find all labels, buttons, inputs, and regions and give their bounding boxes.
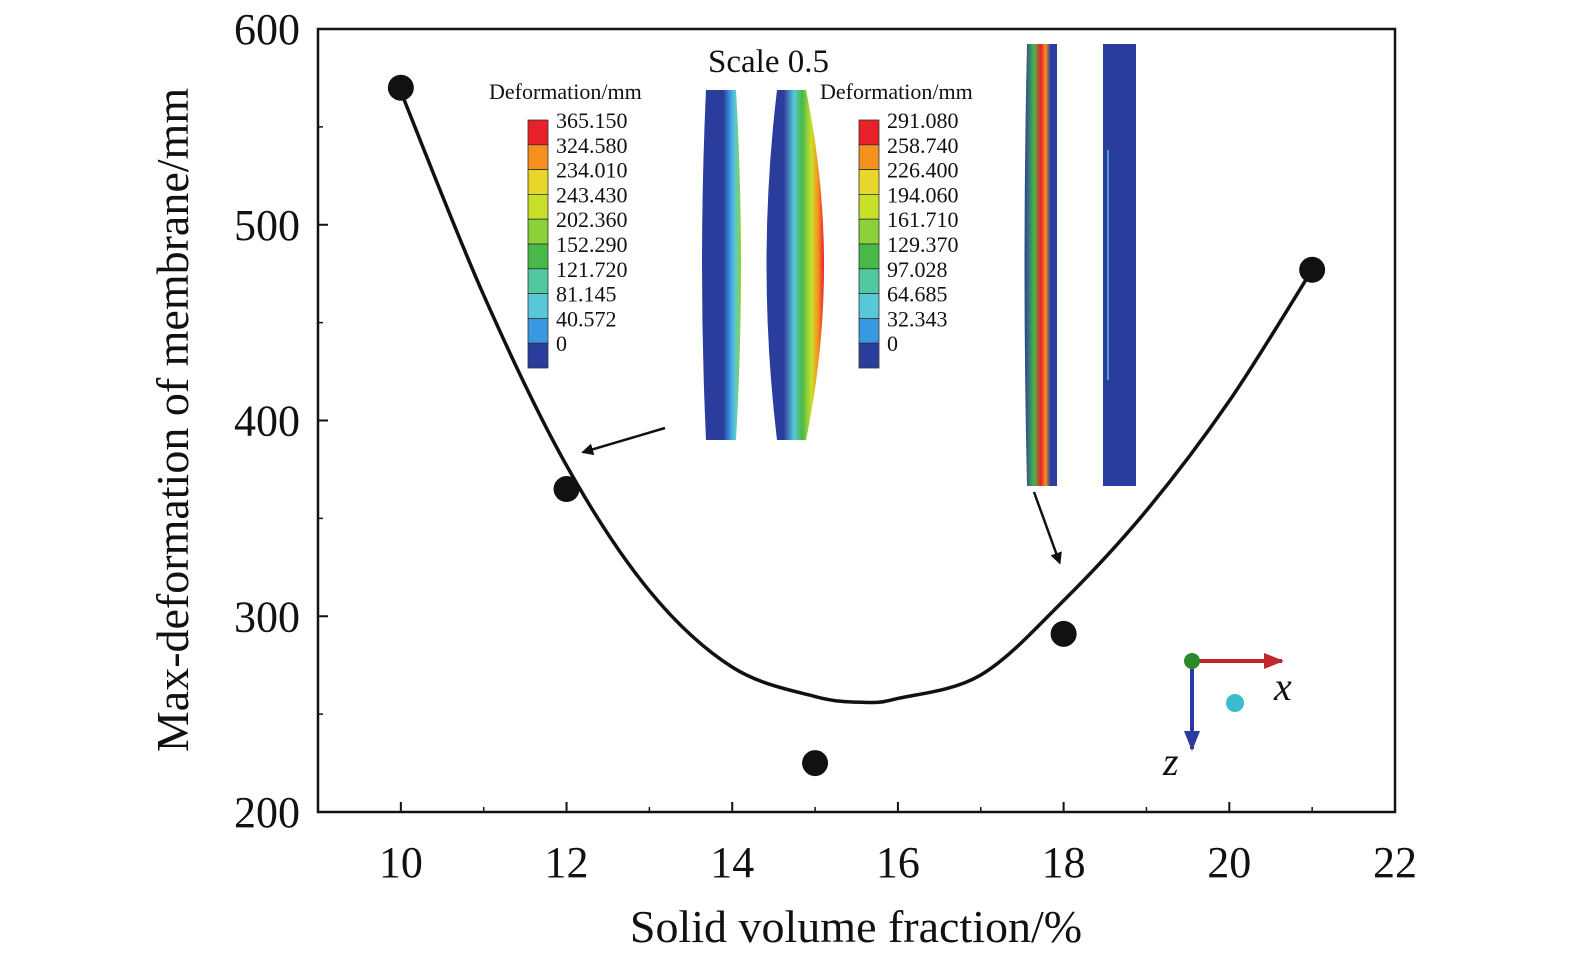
y-tick-label: 600 [234, 5, 300, 54]
membrane-1b [766, 90, 824, 440]
inset2-colorbar [858, 119, 880, 369]
membrane-1a [702, 90, 741, 440]
inset2-legend-title: Deformation/mm [820, 79, 973, 104]
x-axis-title: Solid volume fraction/% [630, 901, 1082, 952]
scale-label: Scale 0.5 [708, 44, 829, 80]
colorbar-swatch [527, 144, 549, 171]
fit-curve [399, 90, 1314, 705]
colorbar-swatch [858, 144, 880, 171]
data-point [553, 476, 580, 503]
colorbar-swatch [858, 119, 880, 146]
y-axis-title: Max-deformation of membrane/mm [147, 88, 198, 752]
colorbar-value: 121.720 [556, 257, 628, 282]
colorbar-swatch [527, 119, 549, 146]
y-tick-label: 300 [234, 592, 300, 641]
y-tick-label: 200 [234, 788, 300, 837]
inset2-colorbar-labels: 291.080258.740226.400194.060161.710129.3… [887, 108, 959, 356]
data-point [802, 750, 829, 777]
colorbar-value: 365.150 [556, 108, 628, 133]
colorbar-swatch [527, 342, 549, 369]
data-points [387, 74, 1326, 777]
colorbar-value: 152.290 [556, 232, 628, 257]
colorbar-swatch [858, 243, 880, 270]
colorbar-value: 161.710 [887, 207, 959, 232]
colorbar-value: 129.370 [887, 232, 959, 257]
inset1-legend-title: Deformation/mm [489, 79, 642, 104]
colorbar-swatch [858, 293, 880, 319]
x-tick-label: 10 [379, 838, 423, 887]
colorbar-swatch [527, 169, 549, 195]
data-point [1050, 620, 1077, 647]
colorbar-swatch [527, 268, 549, 294]
x-tick-label: 12 [545, 838, 589, 887]
colorbar-value: 258.740 [887, 133, 959, 158]
y-axis-ticks: 200 300 400 500 600 [234, 5, 328, 837]
y-axis-dot [1226, 694, 1244, 712]
y-tick-label: 500 [234, 201, 300, 250]
colorbar-value: 234.010 [556, 158, 628, 183]
x-axis-letter: x [1273, 664, 1292, 709]
membrane-2a [1024, 44, 1057, 486]
colorbar-value: 194.060 [887, 182, 959, 207]
colorbar-swatch [527, 293, 549, 319]
colorbar-value: 243.430 [556, 182, 628, 207]
origin-dot [1184, 653, 1200, 669]
y-tick-label: 400 [234, 397, 300, 446]
colorbar-swatch [527, 218, 549, 245]
x-tick-label: 22 [1373, 838, 1417, 887]
colorbar-swatch [858, 268, 880, 294]
colorbar-swatch [527, 317, 549, 344]
x-tick-label: 18 [1042, 838, 1086, 887]
colorbar-value: 64.685 [887, 282, 948, 307]
colorbar-value: 32.343 [887, 306, 948, 331]
data-point [387, 74, 414, 101]
colorbar-swatch [858, 317, 880, 344]
inset1-colorbar [527, 119, 549, 369]
colorbar-value: 0 [556, 331, 567, 356]
colorbar-swatch [858, 218, 880, 245]
colorbar-swatch [858, 342, 880, 369]
inset1-pointer-arrow [581, 426, 666, 456]
x-tick-label: 16 [876, 838, 920, 887]
inset2-pointer-arrow [1032, 491, 1062, 565]
colorbar-value: 324.580 [556, 133, 628, 158]
inset1-colorbar-labels: 365.150324.580234.010243.430202.360152.2… [556, 108, 628, 356]
colorbar-value: 202.360 [556, 207, 628, 232]
colorbar-value: 97.028 [887, 257, 948, 282]
coordinate-triad: x z [1162, 653, 1292, 784]
colorbar-value: 40.572 [556, 306, 617, 331]
data-point [1299, 256, 1326, 283]
colorbar-value: 291.080 [887, 108, 959, 133]
x-tick-label: 20 [1207, 838, 1251, 887]
z-axis-letter: z [1162, 739, 1179, 784]
x-axis-ticks: 10 12 14 16 18 20 22 [317, 802, 1417, 887]
colorbar-swatch [527, 193, 549, 220]
x-tick-label: 14 [710, 838, 754, 887]
colorbar-swatch [858, 193, 880, 220]
colorbar-value: 0 [887, 331, 898, 356]
colorbar-value: 226.400 [887, 158, 959, 183]
colorbar-swatch [527, 243, 549, 270]
colorbar-value: 81.145 [556, 282, 617, 307]
colorbar-swatch [858, 169, 880, 195]
